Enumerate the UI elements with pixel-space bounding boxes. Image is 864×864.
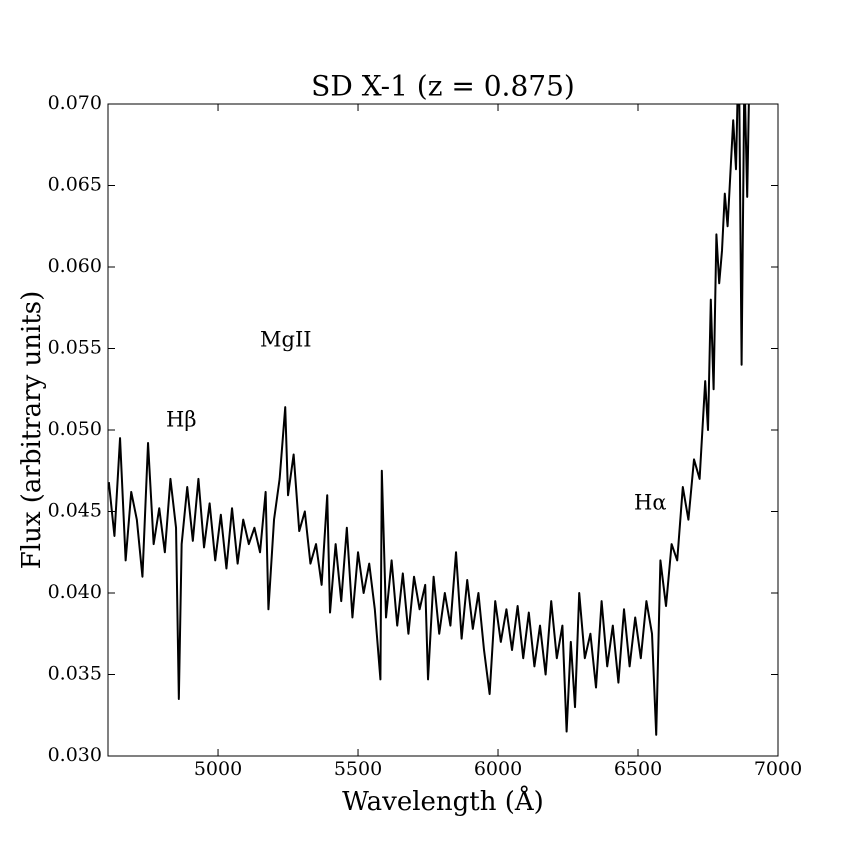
y-tick-label: 0.050 (48, 418, 102, 440)
y-tick-label: 0.070 (48, 92, 102, 114)
line-annotation: Hβ (166, 408, 196, 432)
x-tick-label: 7000 (754, 758, 802, 780)
x-tick-label: 6000 (474, 758, 522, 780)
spectrum-line (108, 104, 750, 736)
y-axis-label: Flux (arbitrary units) (17, 291, 47, 570)
y-tick-label: 0.045 (48, 500, 102, 522)
y-tick-label: 0.060 (48, 255, 102, 277)
x-tick-label: 5000 (194, 758, 242, 780)
y-tick-label: 0.030 (48, 744, 102, 766)
line-annotation: MgII (260, 328, 312, 352)
y-tick-label: 0.055 (48, 337, 102, 359)
y-tick-label: 0.040 (48, 581, 102, 603)
chart-title: SD X-1 (z = 0.875) (311, 70, 575, 103)
y-tick-label: 0.065 (48, 174, 102, 196)
plot-frame (107, 103, 779, 757)
x-tick-label: 6500 (614, 758, 662, 780)
x-axis-label: Wavelength (Å) (342, 785, 544, 817)
x-tick-label: 5500 (334, 758, 382, 780)
y-tick-label: 0.035 (48, 663, 102, 685)
line-annotation: Hα (634, 491, 667, 515)
